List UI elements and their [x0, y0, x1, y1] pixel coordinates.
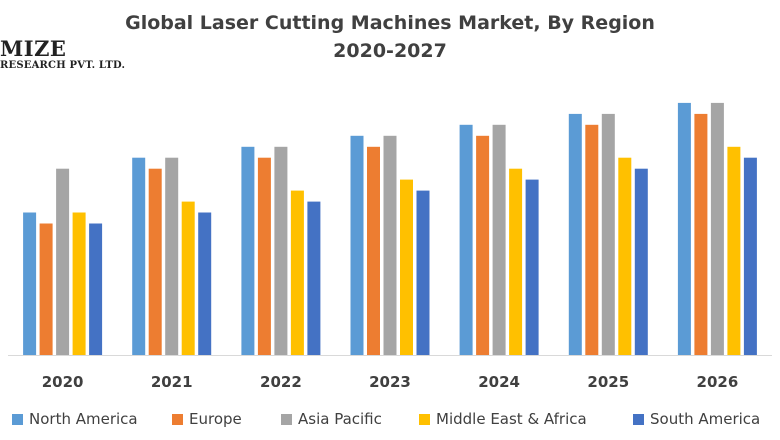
bar-asia-pacific-2024 — [492, 124, 506, 355]
chart-title: Global Laser Cutting Machines Market, By… — [125, 12, 655, 34]
legend-label: Europe — [189, 410, 242, 428]
bar-south-america-2022 — [307, 201, 321, 355]
legend-swatch — [281, 413, 292, 425]
legend-label: Asia Pacific — [298, 410, 382, 428]
legend-label: South America — [650, 410, 761, 428]
bar-south-america-2024 — [525, 179, 539, 355]
bar-north-america-2021 — [132, 157, 146, 355]
legend-swatch — [633, 413, 644, 425]
logo-line1: MIZE — [0, 36, 67, 61]
bar-europe-2023 — [367, 146, 380, 355]
x-tick-label-2022: 2022 — [260, 373, 302, 391]
bar-south-america-2026 — [743, 157, 757, 355]
x-tick-label-2023: 2023 — [369, 373, 411, 391]
bar-north-america-2026 — [677, 102, 691, 356]
bar-europe-2024 — [476, 135, 490, 355]
legend-item-south-america: South America — [633, 410, 760, 428]
logo-line2: RESEARCH PVT. LTD. — [0, 60, 126, 71]
x-tick-label-2025: 2025 — [587, 373, 629, 391]
company-logo: MIZE RESEARCH PVT. LTD. — [0, 38, 125, 71]
legend-swatch — [419, 413, 430, 425]
bar-europe-2022 — [257, 157, 271, 355]
bar-asia-pacific-2025 — [601, 113, 615, 356]
chart-subtitle: 2020-2027 — [333, 40, 447, 62]
bar-middle-east-africa-2024 — [509, 168, 523, 355]
bar-south-america-2025 — [634, 168, 648, 355]
legend-item-middle-east-africa: Middle East & Africa — [419, 410, 587, 428]
legend-label: North America — [29, 410, 138, 428]
bar-middle-east-africa-2026 — [727, 146, 741, 355]
bar-europe-2026 — [694, 113, 708, 356]
legend-item-europe: Europe — [172, 410, 242, 428]
bar-south-america-2020 — [89, 223, 103, 355]
x-tick-label-2026: 2026 — [697, 373, 739, 391]
bar-north-america-2023 — [350, 135, 364, 355]
bar-middle-east-africa-2021 — [181, 201, 195, 355]
bar-middle-east-africa-2023 — [400, 179, 413, 355]
bar-north-america-2025 — [568, 113, 582, 356]
bar-asia-pacific-2022 — [274, 146, 288, 355]
chart-legend: North America Europe Asia Pacific Middle Ea… — [0, 410, 780, 432]
x-tick-label-2024: 2024 — [478, 373, 520, 391]
bar-asia-pacific-2026 — [710, 102, 724, 356]
legend-item-north-america: North America — [12, 410, 138, 428]
bar-north-america-2020 — [23, 212, 37, 355]
legend-label: Middle East & Africa — [436, 410, 587, 428]
bar-north-america-2024 — [459, 124, 473, 355]
x-tick-label-2020: 2020 — [42, 373, 84, 391]
x-tick-label-2021: 2021 — [151, 373, 193, 391]
bar-south-america-2023 — [416, 190, 430, 355]
bar-europe-2025 — [585, 124, 599, 355]
bar-middle-east-africa-2025 — [618, 157, 632, 355]
bar-europe-2020 — [39, 223, 53, 355]
bar-middle-east-africa-2022 — [290, 190, 304, 355]
bar-south-america-2021 — [198, 212, 212, 355]
bar-asia-pacific-2023 — [383, 135, 397, 355]
bar-asia-pacific-2020 — [56, 168, 70, 355]
legend-swatch — [12, 413, 23, 425]
bar-asia-pacific-2021 — [165, 157, 179, 355]
legend-item-asia-pacific: Asia Pacific — [281, 410, 382, 428]
bar-middle-east-africa-2020 — [72, 212, 86, 355]
bar-north-america-2022 — [241, 146, 255, 355]
legend-swatch — [172, 413, 183, 425]
bar-europe-2021 — [148, 168, 162, 355]
